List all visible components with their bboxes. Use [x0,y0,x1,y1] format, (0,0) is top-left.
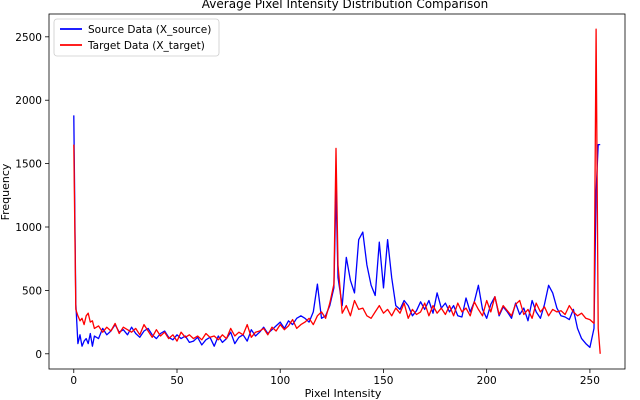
x-tick-label: 100 [270,375,290,387]
y-tick-label: 500 [22,285,42,297]
y-tick-label: 2000 [15,95,42,107]
legend-label: Target Data (X_target) [87,40,205,52]
y-tick-label: 2500 [15,32,42,44]
x-tick-label: 0 [70,375,77,387]
x-tick-label: 250 [580,375,600,387]
y-tick-label: 1000 [15,222,42,234]
x-tick-label: 150 [373,375,393,387]
y-tick-label: 1500 [15,159,42,171]
target-series-line [73,28,601,354]
legend-label: Source Data (X_source) [88,24,211,36]
y-axis-ticks: 0 500 1000 1500 2000 2500 [15,32,49,361]
legend: Source Data (X_source) Target Data (X_tar… [53,18,220,57]
plot-frame [48,13,626,370]
legend-box [53,18,220,57]
x-axis-ticks: 0 50 100 150 200 250 [70,369,600,387]
x-axis-label: Pixel Intensity [305,387,382,400]
x-tick-label: 50 [170,375,183,387]
y-tick-label: 0 [35,349,42,361]
series-layer [73,28,601,354]
x-tick-label: 200 [477,375,497,387]
plot-area [48,13,626,370]
chart-title: Average Pixel Intensity Distribution Com… [202,0,488,11]
y-axis-label: Frequency [0,163,12,220]
